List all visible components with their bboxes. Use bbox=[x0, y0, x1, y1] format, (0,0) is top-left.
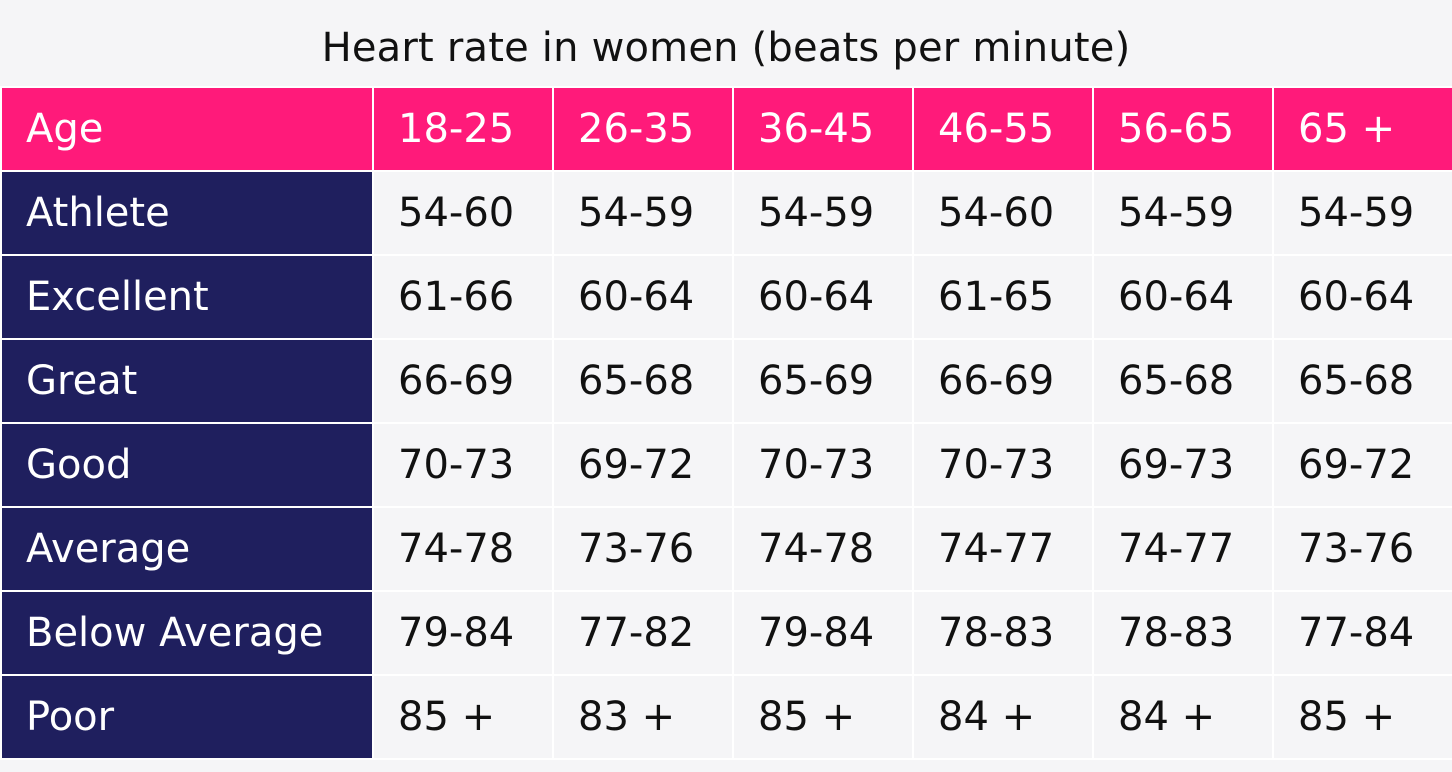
table-cell: 70-73 bbox=[372, 422, 554, 508]
table-row: Athlete 54-60 54-59 54-59 54-60 54-59 54… bbox=[0, 170, 1452, 256]
table-cell: 84 + bbox=[1092, 674, 1274, 760]
table-cell: 74-77 bbox=[1092, 506, 1274, 592]
table-row: Good 70-73 69-72 70-73 70-73 69-73 69-72 bbox=[0, 422, 1452, 508]
table-cell: 73-76 bbox=[552, 506, 734, 592]
age-group-header: 36-45 bbox=[732, 86, 914, 172]
table-cell: 66-69 bbox=[912, 338, 1094, 424]
table-cell: 54-60 bbox=[372, 170, 554, 256]
table-cell: 74-78 bbox=[732, 506, 914, 592]
table-row: Poor 85 + 83 + 85 + 84 + 84 + 85 + bbox=[0, 674, 1452, 760]
table-cell: 85 + bbox=[1272, 674, 1452, 760]
age-header: Age bbox=[0, 86, 374, 172]
table-cell: 74-78 bbox=[372, 506, 554, 592]
table-row: Great 66-69 65-68 65-69 66-69 65-68 65-6… bbox=[0, 338, 1452, 424]
table-cell: 60-64 bbox=[1272, 254, 1452, 340]
row-label: Poor bbox=[0, 674, 374, 760]
table-cell: 78-83 bbox=[1092, 590, 1274, 676]
table-cell: 70-73 bbox=[912, 422, 1094, 508]
table-cell: 74-77 bbox=[912, 506, 1094, 592]
table-cell: 78-83 bbox=[912, 590, 1094, 676]
table-cell: 79-84 bbox=[732, 590, 914, 676]
page-title: Heart rate in women (beats per minute) bbox=[321, 25, 1131, 71]
table-cell: 65-69 bbox=[732, 338, 914, 424]
table-cell: 69-72 bbox=[1272, 422, 1452, 508]
heart-rate-table: Age 18-25 26-35 36-45 46-55 56-65 65 + A… bbox=[0, 86, 1452, 760]
row-label: Great bbox=[0, 338, 374, 424]
table-cell: 54-60 bbox=[912, 170, 1094, 256]
table-cell: 54-59 bbox=[552, 170, 734, 256]
table-cell: 60-64 bbox=[732, 254, 914, 340]
table-cell: 65-68 bbox=[1092, 338, 1274, 424]
table-row: Average 74-78 73-76 74-78 74-77 74-77 73… bbox=[0, 506, 1452, 592]
table-cell: 73-76 bbox=[1272, 506, 1452, 592]
table-cell: 69-72 bbox=[552, 422, 734, 508]
row-label: Below Average bbox=[0, 590, 374, 676]
table-cell: 85 + bbox=[732, 674, 914, 760]
header-row: Age 18-25 26-35 36-45 46-55 56-65 65 + bbox=[0, 86, 1452, 172]
row-label: Average bbox=[0, 506, 374, 592]
table-cell: 61-65 bbox=[912, 254, 1094, 340]
row-label: Athlete bbox=[0, 170, 374, 256]
table-cell: 54-59 bbox=[1272, 170, 1452, 256]
table-cell: 60-64 bbox=[552, 254, 734, 340]
table-cell: 83 + bbox=[552, 674, 734, 760]
table-cell: 85 + bbox=[372, 674, 554, 760]
table-cell: 70-73 bbox=[732, 422, 914, 508]
table-cell: 65-68 bbox=[1272, 338, 1452, 424]
table-cell: 79-84 bbox=[372, 590, 554, 676]
age-group-header: 26-35 bbox=[552, 86, 734, 172]
table-cell: 54-59 bbox=[732, 170, 914, 256]
table-cell: 77-84 bbox=[1272, 590, 1452, 676]
table-row: Below Average 79-84 77-82 79-84 78-83 78… bbox=[0, 590, 1452, 676]
table-cell: 77-82 bbox=[552, 590, 734, 676]
table-cell: 65-68 bbox=[552, 338, 734, 424]
row-label: Good bbox=[0, 422, 374, 508]
table-cell: 84 + bbox=[912, 674, 1094, 760]
table-row: Excellent 61-66 60-64 60-64 61-65 60-64 … bbox=[0, 254, 1452, 340]
table-cell: 54-59 bbox=[1092, 170, 1274, 256]
table-cell: 60-64 bbox=[1092, 254, 1274, 340]
age-group-header: 18-25 bbox=[372, 86, 554, 172]
age-group-header: 56-65 bbox=[1092, 86, 1274, 172]
table-cell: 69-73 bbox=[1092, 422, 1274, 508]
table-cell: 61-66 bbox=[372, 254, 554, 340]
row-label: Excellent bbox=[0, 254, 374, 340]
age-group-header: 46-55 bbox=[912, 86, 1094, 172]
table-cell: 66-69 bbox=[372, 338, 554, 424]
age-group-header: 65 + bbox=[1272, 86, 1452, 172]
